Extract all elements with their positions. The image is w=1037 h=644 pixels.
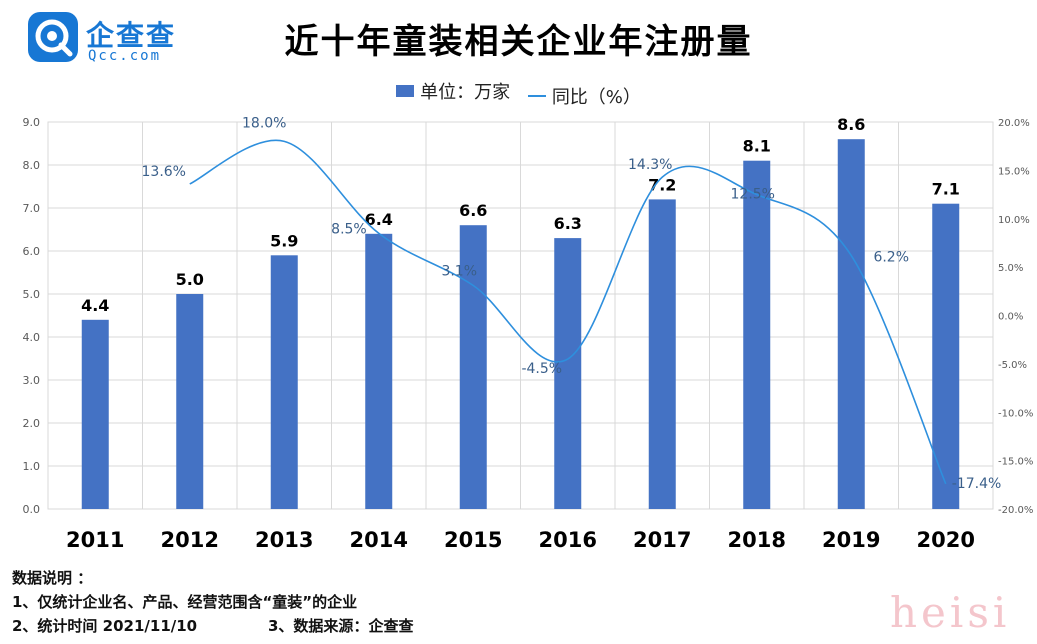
chart-legend: 单位：万家 同比（%） [0,78,1037,109]
watermark: heisi [890,588,1011,637]
chart-title: 近十年童装相关企业年注册量 [284,22,753,62]
y-tick-label: 4.0 [23,331,41,344]
x-tick-label: 2015 [444,528,502,552]
x-tick-label: 2016 [539,528,597,552]
line-data-label: -4.5% [521,361,562,377]
data-notes: 数据说明 ： 1、仅统计企业名、产品、经营范围含“童装”的企业 2、统计时间 2… [12,566,413,638]
legend-line-label: 同比（%） [551,87,641,108]
y-tick-label: 3.0 [23,374,41,387]
bar [270,255,298,509]
y-tick-label: 8.0 [23,159,41,172]
line-data-label: 12.5% [731,187,775,203]
bar-data-label: 7.1 [932,180,960,199]
logo-subtext: Qcc.com [88,48,162,64]
y-tick-label: 5.0 [23,288,41,301]
notes-line-2: 2、统计时间 2021/11/10 3、数据来源：企查查 [12,614,413,638]
y-tick-label: 6.0 [23,245,41,258]
y2-tick-label: 15.0% [998,166,1030,177]
y2-tick-label: -10.0% [998,408,1033,419]
bar-data-label: 5.9 [270,231,298,250]
x-tick-label: 2020 [917,528,975,552]
line-data-label: 13.6% [142,164,186,180]
qcc-logo-icon [28,12,78,62]
line-data-label: 18.0% [242,115,286,131]
line-data-label: 6.2% [873,250,909,266]
bar-data-label: 8.1 [743,137,771,156]
legend-item-line: 同比（%） [527,83,641,109]
bar [365,233,393,510]
bar-data-label: 6.3 [554,214,582,233]
bar-data-label: 7.2 [648,175,676,194]
y-tick-label: 7.0 [23,202,41,215]
y-tick-label: 9.0 [23,116,41,129]
x-tick-label: 2014 [350,528,408,552]
line-data-label: 8.5% [331,221,367,237]
bar-data-label: 8.6 [837,115,865,134]
bar [81,319,109,509]
legend-bar-label: 单位：万家 [420,82,511,103]
yoy-line [189,139,947,485]
y-tick-label: 1.0 [23,460,41,473]
notes-line-2-time: 2、统计时间 2021/11/10 [12,617,198,635]
legend-bar-swatch [396,85,415,97]
bar-data-label: 6.4 [365,210,393,229]
notes-line-2-source: 3、数据来源：企查查 [268,617,414,635]
x-tick-label: 2017 [633,528,691,552]
logo-name: 企查查 [86,19,177,52]
line-data-label: 3.1% [441,264,477,280]
y2-tick-label: 10.0% [998,215,1030,226]
x-tick-label: 2019 [822,528,880,552]
y-tick-label: 2.0 [23,417,41,430]
y2-tick-label: 20.0% [998,118,1030,129]
bar [743,160,771,509]
bar [837,139,865,509]
x-tick-label: 2013 [255,528,313,552]
line-data-label: 14.3% [628,157,672,173]
bar [459,225,487,509]
bar-data-label: 6.6 [459,201,487,220]
qcc-logo: 企查查 Qcc.com [28,12,188,68]
bar [648,199,676,509]
y2-tick-label: 0.0% [998,312,1023,323]
notes-line-1: 1、仅统计企业名、产品、经营范围含“童装”的企业 [12,593,358,611]
y2-tick-label: -15.0% [998,457,1033,468]
line-data-label: -17.4% [952,476,1002,492]
x-tick-label: 2018 [728,528,786,552]
bar-data-label: 5.0 [176,270,204,289]
bar-data-label: 4.4 [81,296,109,315]
legend-line-swatch [527,95,546,97]
bar [932,203,960,509]
notes-heading: 数据说明 ： [12,569,93,587]
y2-tick-label: -20.0% [998,505,1033,516]
x-tick-label: 2012 [161,528,219,552]
bar [554,238,582,509]
x-tick-label: 2011 [66,528,124,552]
y2-tick-label: 5.0% [998,263,1023,274]
y2-tick-label: -5.0% [998,360,1027,371]
y-tick-label: 0.0 [23,503,41,516]
bar [176,294,204,509]
legend-item-bar: 单位：万家 [396,78,510,104]
